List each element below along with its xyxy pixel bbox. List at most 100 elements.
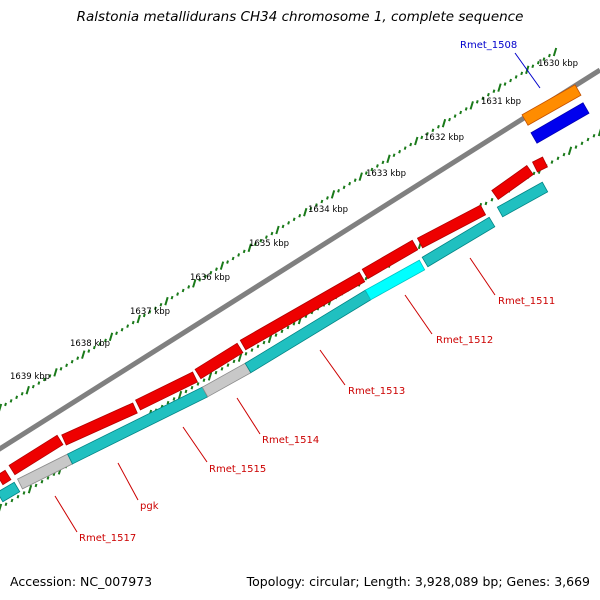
tick-mark <box>503 82 507 86</box>
tick-mark <box>20 391 24 396</box>
tick-mark <box>270 231 274 236</box>
tick-mark <box>231 256 235 261</box>
tick-mark <box>536 60 540 65</box>
tick-mark <box>275 225 280 235</box>
ruler-label: 1631 kbp <box>481 97 521 107</box>
tick-mark <box>490 197 494 202</box>
tick-mark <box>267 334 273 344</box>
tick-mark <box>386 154 391 164</box>
tick-mark <box>202 378 206 382</box>
tick-mark <box>492 89 496 93</box>
leader-line <box>514 52 541 89</box>
tick-mark <box>320 199 324 204</box>
tick-mark <box>87 349 91 353</box>
leader-line <box>182 426 208 463</box>
tick-mark <box>274 333 278 337</box>
tick-mark <box>548 53 551 58</box>
tick-mark <box>215 267 218 271</box>
tick-mark <box>497 83 502 92</box>
tick-mark <box>203 274 207 279</box>
tick-mark <box>550 160 554 164</box>
tick-mark <box>403 146 407 150</box>
tick-mark <box>115 331 118 336</box>
tick-mark <box>10 498 14 503</box>
tick-mark <box>326 196 329 200</box>
gene-label: Rmet_1514 <box>262 435 319 446</box>
ruler-label: 1639 kbp <box>10 372 50 382</box>
tick-mark <box>76 356 80 360</box>
tick-mark <box>303 207 308 217</box>
tick-mark <box>459 110 463 115</box>
tick-mark <box>40 479 44 484</box>
tick-mark <box>164 296 169 306</box>
tick-mark <box>22 491 26 495</box>
tick-mark <box>597 128 600 137</box>
tick-mark <box>286 325 290 330</box>
tick-mark <box>481 96 485 101</box>
tick-mark <box>104 338 107 343</box>
reverse-gene <box>364 259 426 301</box>
tick-mark <box>542 57 546 61</box>
gene-label: pgk <box>140 501 159 512</box>
tick-mark <box>337 189 340 193</box>
tick-mark <box>9 399 13 403</box>
tick-mark <box>586 137 590 142</box>
tick-mark <box>437 124 440 129</box>
tick-mark <box>159 302 163 307</box>
blue-feature <box>530 102 590 144</box>
ruler-label: 1635 kbp <box>249 239 289 249</box>
tick-mark <box>192 279 197 288</box>
tick-mark <box>287 221 291 225</box>
gene-features <box>0 84 590 503</box>
tick-mark <box>226 260 229 264</box>
tick-mark <box>486 92 490 97</box>
tick-mark <box>126 324 130 328</box>
tick-mark <box>242 249 246 254</box>
tick-mark <box>27 484 33 494</box>
forward-gene <box>361 239 419 280</box>
tick-mark <box>184 389 188 394</box>
tick-mark <box>264 235 268 239</box>
forward-gene <box>135 371 198 411</box>
tick-mark <box>532 171 536 176</box>
tick-mark <box>353 178 357 182</box>
tick-mark <box>237 253 241 257</box>
leader-line <box>404 294 433 335</box>
gene-label: Rmet_1512 <box>436 335 493 346</box>
tick-mark <box>414 136 419 146</box>
backbone-line <box>0 67 600 452</box>
gene-label: Rmet_1515 <box>209 464 266 475</box>
tick-mark <box>484 201 488 206</box>
ruler-label: 1632 kbp <box>424 133 464 143</box>
tick-mark <box>247 243 252 253</box>
tick-mark <box>342 185 346 190</box>
forward-gene <box>416 204 487 249</box>
ruler-labels: 1630 kbp 1631 kbp 1632 kbp 1633 kbp 1634 kbp… <box>10 59 578 382</box>
tick-mark <box>48 374 52 378</box>
forward-gene <box>239 271 366 351</box>
tick-mark <box>431 128 435 133</box>
tick-mark <box>16 494 20 499</box>
tick-mark <box>281 224 285 229</box>
tick-mark <box>364 171 368 175</box>
tick-mark <box>98 342 102 346</box>
tick-mark <box>34 483 38 488</box>
tick-mark <box>176 292 180 296</box>
forward-gene <box>61 402 138 446</box>
tick-mark <box>441 118 447 128</box>
tick-mark <box>190 385 194 390</box>
tick-mark <box>4 402 7 407</box>
tick-mark <box>219 261 225 270</box>
forward-gene <box>532 156 548 173</box>
tick-mark <box>253 242 257 247</box>
tick-mark <box>232 359 236 364</box>
tick-mark <box>15 395 19 400</box>
tick-mark <box>181 288 185 293</box>
tick-mark <box>237 353 243 362</box>
accession-text: Accession: NC_007973 <box>10 574 153 589</box>
tick-mark <box>120 327 124 332</box>
forward-gene <box>0 469 12 486</box>
tick-mark <box>4 502 8 507</box>
tick-mark <box>177 390 183 400</box>
